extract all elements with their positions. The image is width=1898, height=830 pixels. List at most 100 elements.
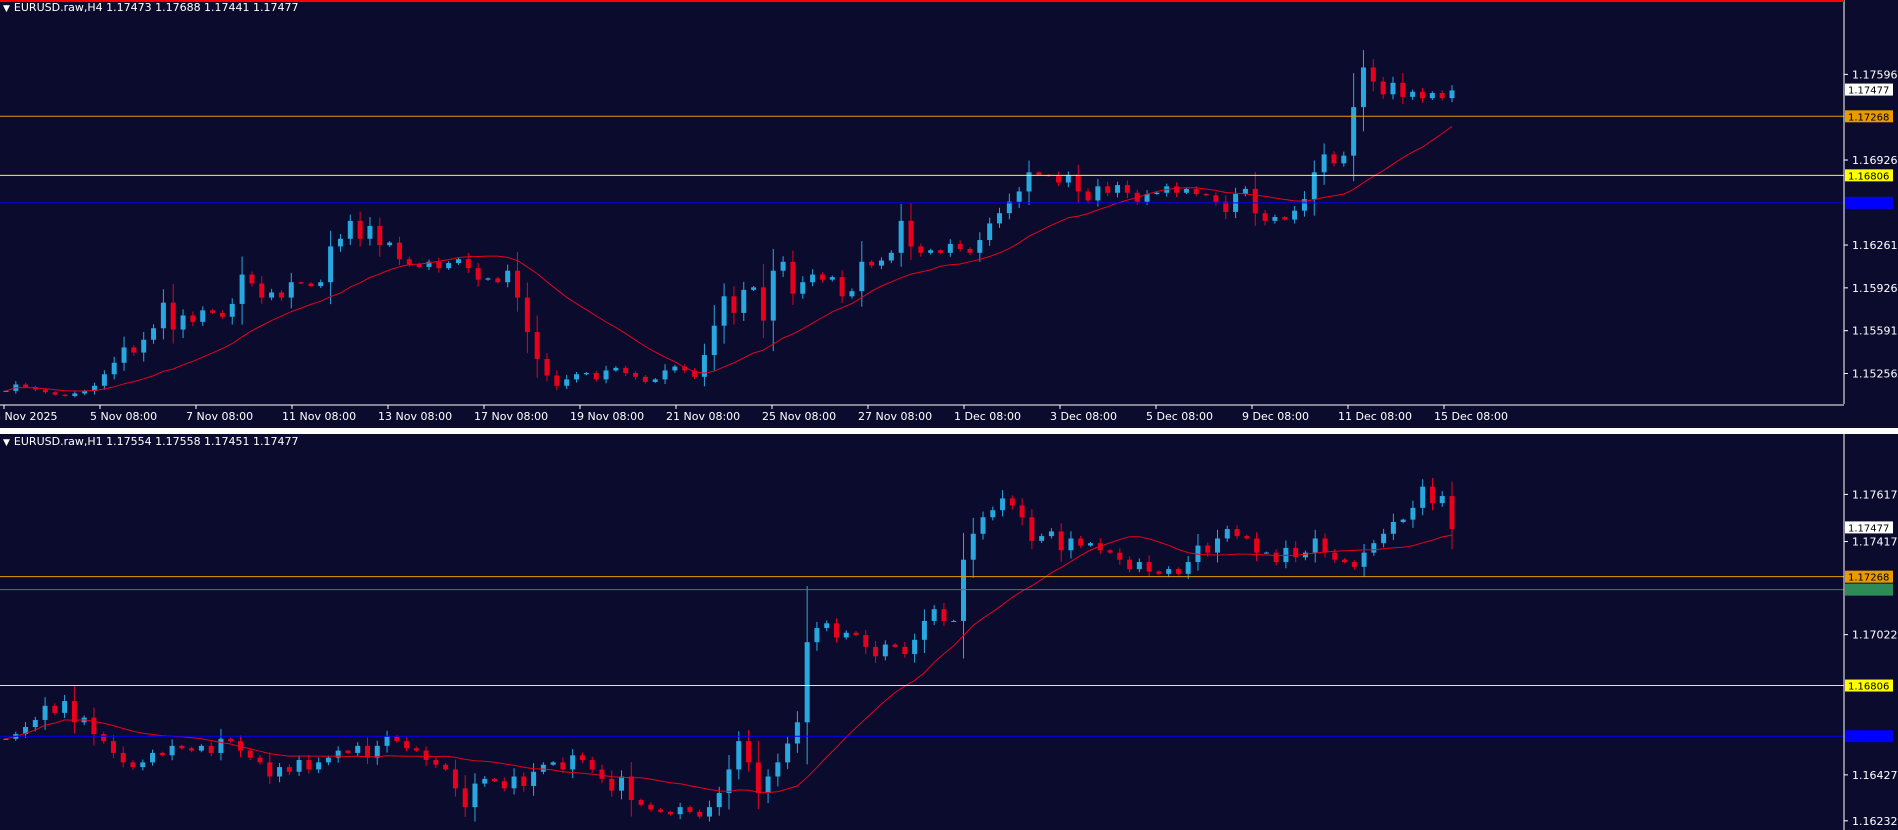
candle-body (111, 362, 117, 375)
candle-body (42, 705, 48, 720)
candle-body (355, 745, 361, 753)
candle-body (1117, 552, 1123, 560)
candle-body (560, 762, 566, 770)
level-price-tag (1845, 730, 1893, 743)
candle-body (603, 370, 609, 380)
candle-body (947, 243, 953, 253)
candle-body (819, 274, 825, 280)
candle-body (446, 263, 452, 269)
candle-body (583, 372, 589, 375)
panel-separator[interactable] (0, 428, 1898, 434)
candle-body (1342, 559, 1348, 563)
candle-body (1146, 562, 1152, 572)
candle-body (980, 517, 986, 534)
candle-body (296, 760, 302, 772)
candle-body (544, 358, 550, 376)
candle-body (550, 762, 556, 765)
candle-body (1016, 191, 1022, 202)
candle-body (1400, 82, 1406, 97)
candle-body (574, 374, 580, 380)
h4-chart-panel[interactable]: 1.17268 1.16806 1.16591 1.17596 1.16926 1.162… (0, 0, 1898, 428)
candle-body (416, 264, 422, 267)
collapse-triangle-icon[interactable]: ▼ (3, 4, 10, 14)
candle-body (247, 750, 253, 758)
candle-body (436, 261, 442, 269)
candle-body (3, 390, 9, 392)
x-tick-label: 19 Nov 08:00 (570, 410, 644, 423)
candle-body (1000, 498, 1006, 511)
candle-body (198, 745, 204, 751)
candle-body (208, 745, 214, 753)
candle-body (878, 260, 884, 266)
candle-body (1439, 93, 1445, 99)
candle-body (658, 809, 664, 812)
candle-body (970, 533, 976, 560)
y-tick-label: 1.16926 (1852, 154, 1898, 167)
candle-body (687, 807, 693, 812)
candle-body (613, 367, 619, 371)
candle-body (997, 213, 1003, 224)
candle-body (298, 282, 304, 284)
candle-body (1311, 172, 1317, 200)
x-tick-label: 5 Dec 08:00 (1146, 410, 1213, 423)
candle-body (1272, 217, 1278, 221)
candle-body (228, 738, 234, 742)
level-price-label: 1.17213 (1848, 586, 1889, 597)
candle-body (619, 776, 625, 791)
candle-body (433, 760, 439, 765)
candle-body (941, 609, 947, 621)
candle-body (1254, 538, 1260, 553)
candle-body (151, 328, 157, 340)
candle-body (1292, 210, 1298, 220)
candle-body (259, 283, 265, 298)
collapse-triangle-icon[interactable]: ▼ (3, 438, 10, 448)
y-tick-label: 1.17022 (1852, 629, 1898, 642)
candle-body (1036, 172, 1042, 175)
candle-body (189, 748, 195, 751)
candle-body (452, 769, 458, 789)
candle-body (1088, 543, 1093, 546)
candle-body (1293, 547, 1299, 558)
candle-body (987, 223, 993, 241)
h4-chart-header: ▼ EURUSD.raw,H4 1.17473 1.17688 1.17441 1… (3, 1, 299, 14)
candle-body (957, 243, 963, 249)
candle-body (170, 302, 176, 330)
candle-body (23, 384, 29, 388)
h1-chart-svg: 1.17268 1.17213 1.16806 1.16591 1.17617 1.174… (0, 434, 1898, 830)
current-price-label: 1.17477 (1848, 523, 1889, 534)
candle-body (367, 225, 373, 239)
candle-body (706, 807, 712, 817)
candle-body (1006, 201, 1012, 214)
candle-body (62, 394, 68, 396)
candle-body (1215, 538, 1221, 553)
candle-body (347, 220, 353, 239)
y-tick-label: 1.15256 (1852, 368, 1898, 381)
candle-body (413, 748, 419, 751)
candle-body (716, 793, 722, 808)
x-tick-label: 3 Dec 08:00 (1050, 410, 1117, 423)
candle-body (150, 752, 156, 763)
candle-body (785, 743, 791, 763)
candle-body (589, 760, 595, 770)
candle-body (633, 372, 639, 377)
candle-body (1193, 188, 1199, 195)
candle-body (42, 389, 48, 393)
candle-body (131, 347, 137, 353)
candle-body (760, 287, 766, 321)
h1-chart-panel[interactable]: 1.17268 1.17213 1.16806 1.16591 1.17617 1.174… (0, 434, 1898, 830)
h4-header-text: EURUSD.raw,H4 1.17473 1.17688 1.17441 1.… (13, 1, 299, 14)
candle-body (1223, 201, 1229, 212)
candle-body (888, 252, 894, 261)
candle-body (843, 632, 849, 638)
candle-body (1262, 213, 1268, 221)
candle-body (623, 367, 629, 373)
candle-body (277, 767, 283, 777)
y-tick-label: 1.17417 (1852, 536, 1898, 549)
candle-body (101, 374, 107, 386)
candle-body (1321, 154, 1327, 173)
candle-body (1244, 536, 1250, 539)
x-tick-label: 9 Dec 08:00 (1242, 410, 1309, 423)
candle-body (692, 370, 698, 377)
candle-body (652, 379, 658, 382)
x-tick-label: 7 Nov 08:00 (186, 410, 253, 423)
